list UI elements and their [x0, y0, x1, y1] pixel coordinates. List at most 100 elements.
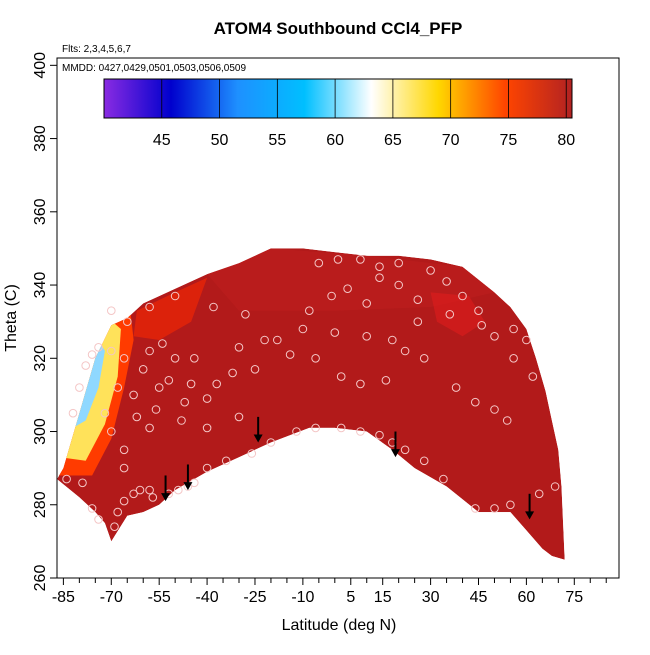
- sample-point: [509, 324, 518, 334]
- sample-point: [471, 504, 480, 513]
- arrow-head: [161, 493, 171, 502]
- sample-point: [509, 354, 518, 363]
- sample-point: [445, 310, 455, 319]
- sample-point: [107, 306, 116, 316]
- sample-point: [375, 430, 384, 440]
- field-upper-left-band: [133, 277, 208, 340]
- sample-point: [292, 427, 301, 436]
- x-tick-label: 45: [470, 589, 488, 606]
- sample-point: [202, 463, 212, 473]
- y-tick-label: 380: [32, 125, 49, 152]
- sample-point: [202, 423, 212, 433]
- sample-point: [129, 390, 138, 400]
- sample-point: [145, 485, 154, 495]
- y-tick-label: 360: [32, 198, 49, 225]
- sample-point: [68, 408, 78, 418]
- sample-point: [419, 456, 429, 466]
- plot-frame: [56, 57, 620, 579]
- sample-point: [413, 317, 423, 327]
- sample-point: [107, 346, 116, 356]
- sample-point: [458, 291, 467, 301]
- sample-point: [145, 423, 154, 433]
- chart-title: ATOM4 Southbound CCl4_PFP: [214, 19, 463, 38]
- sample-point: [110, 522, 119, 532]
- sample-point: [135, 485, 145, 495]
- sample-point: [94, 515, 103, 524]
- chart-subtitle-dates: MMDD: 0427,0429,0501,0503,0506,0509: [62, 63, 246, 74]
- sample-arrows: [161, 416, 535, 520]
- sample-point: [474, 306, 483, 316]
- x-axis: -85 -70 -55 -40 -25 -10 5 15 30 45 60 75: [52, 578, 607, 606]
- sample-point: [426, 266, 435, 275]
- sample-point: [471, 397, 480, 407]
- sample-point: [119, 445, 129, 455]
- sample-point: [154, 383, 164, 392]
- sample-point: [170, 354, 180, 363]
- sample-point: [490, 332, 499, 341]
- sample-point: [490, 405, 499, 414]
- sample-point: [273, 335, 282, 345]
- x-tick-label: -10: [291, 589, 314, 606]
- sample-point: [419, 354, 429, 363]
- sample-point: [362, 332, 372, 341]
- sample-point: [336, 372, 346, 381]
- sample-point: [100, 408, 110, 418]
- sample-point: [260, 335, 269, 345]
- x-tick-label: 5: [346, 589, 355, 606]
- x-tick-label: 30: [422, 589, 440, 606]
- sample-point: [506, 500, 515, 510]
- sample-point: [78, 478, 87, 488]
- colorbar-tick-label: 70: [442, 132, 460, 149]
- field-background: [57, 248, 565, 560]
- colorbar-ticks: 45 50 55 60 65 70 75 80: [153, 79, 575, 149]
- colorbar-tick-label: 65: [384, 132, 402, 149]
- colorbar-tick-label: 80: [557, 132, 575, 149]
- heatmap-field: [57, 248, 565, 560]
- y-tick-label: 340: [32, 272, 49, 299]
- sample-point: [241, 310, 250, 319]
- sample-point: [186, 379, 196, 389]
- colorbar-tick-label: 50: [211, 132, 229, 149]
- sample-point: [356, 255, 365, 264]
- sample-point: [174, 485, 183, 495]
- sample-point: [381, 376, 391, 385]
- sample-point: [107, 427, 116, 436]
- sample-point: [123, 317, 132, 327]
- sample-point: [522, 335, 531, 345]
- sample-point: [228, 368, 237, 378]
- sample-point: [439, 474, 448, 484]
- sample-point: [298, 324, 308, 334]
- sample-point: [442, 277, 451, 286]
- y-tick-label: 400: [32, 52, 49, 79]
- sample-point: [550, 482, 560, 491]
- field-upper-right-band: [430, 292, 485, 337]
- sample-point: [145, 346, 154, 356]
- sample-points: [62, 255, 560, 532]
- sample-point: [177, 416, 186, 425]
- sample-point: [62, 474, 71, 484]
- arrow-head: [183, 482, 193, 491]
- sample-point: [400, 346, 410, 356]
- sample-point: [250, 365, 260, 374]
- y-axis-label: Theta (C): [3, 284, 20, 352]
- sample-point: [413, 295, 423, 305]
- sample-point: [119, 354, 129, 363]
- sample-point: [113, 507, 122, 517]
- x-tick-label: -55: [148, 589, 171, 606]
- x-tick-label: -25: [243, 589, 266, 606]
- sample-point: [266, 438, 276, 447]
- arrow-head: [390, 449, 400, 458]
- y-tick-label: 320: [32, 345, 49, 372]
- arrow-head: [253, 434, 263, 443]
- x-tick-label: 75: [565, 589, 583, 606]
- colorbar-gradient: [103, 78, 573, 119]
- sample-point: [132, 412, 142, 422]
- sample-point: [234, 343, 244, 352]
- sample-point: [400, 445, 410, 455]
- sample-point: [394, 258, 404, 268]
- colorbar-tick-label: 60: [326, 132, 344, 149]
- sample-point: [170, 291, 180, 301]
- sample-point: [333, 255, 343, 264]
- sample-point: [362, 299, 372, 308]
- sample-point: [388, 335, 397, 345]
